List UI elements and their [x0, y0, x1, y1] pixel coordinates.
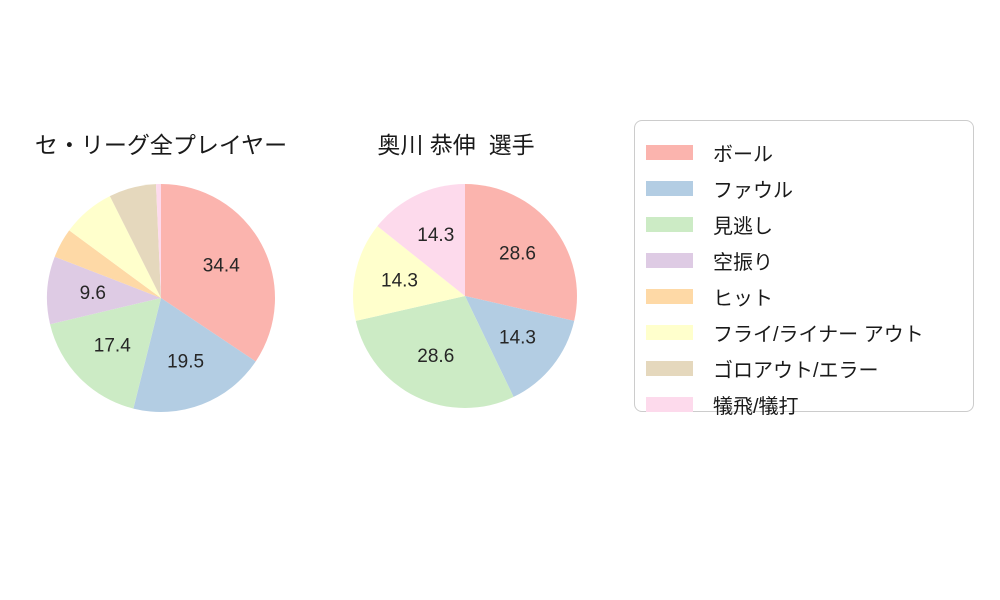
legend-item: フライ/ライナー アウト	[646, 314, 973, 350]
legend-swatch	[646, 324, 693, 340]
pie-value-label: 17.4	[94, 336, 131, 357]
legend-label: フライ/ライナー アウト	[713, 323, 924, 346]
pie-slice	[109, 184, 161, 298]
pie-title-player: 奥川 恭伸 選手	[377, 132, 535, 158]
legend-swatch	[646, 396, 693, 412]
pie-slice	[133, 298, 256, 412]
legend-item: ボール	[646, 134, 973, 170]
pie-value-label: 28.6	[417, 346, 454, 367]
legend-item: ファウル	[646, 170, 973, 206]
legend-swatch	[646, 216, 693, 232]
league-pie-chart: 34.4 19.5 17.4 9.6	[47, 184, 275, 412]
pie-slice	[353, 226, 465, 321]
legend-swatch	[646, 252, 693, 268]
pie-slice	[69, 196, 161, 298]
legend-swatch	[646, 360, 693, 376]
legend-swatch	[646, 180, 693, 196]
pie-slice	[47, 256, 162, 325]
pie-value-label: 14.3	[381, 271, 418, 292]
legend-item: ヒット	[646, 278, 973, 314]
legend-label: 見逃し	[713, 215, 773, 238]
pie-value-label: 19.5	[167, 351, 204, 372]
legend-swatch	[646, 288, 693, 304]
legend-item: ゴロアウト/エラー	[646, 350, 973, 386]
pie-value-label: 14.3	[417, 225, 454, 246]
pie-value-label: 28.6	[499, 244, 536, 265]
pie-slice	[50, 298, 161, 409]
legend-label: ボール	[713, 143, 773, 166]
pie-value-label: 9.6	[80, 283, 106, 304]
pie-slice	[54, 230, 161, 298]
legend-item: 空振り	[646, 242, 973, 278]
legend-label: ファウル	[713, 179, 793, 202]
pie-slice	[155, 184, 161, 298]
pie-slice	[355, 296, 514, 408]
legend-box: ボールファウル見逃し空振りヒットフライ/ライナー アウト ゴロアウト/エラー 犠飛/…	[634, 120, 974, 418]
pie-value-label: 14.3	[499, 327, 536, 348]
pie-title-league: セ・リーグ全プレイヤー	[34, 132, 288, 158]
pie-slice	[161, 184, 275, 362]
pie-value-label: 34.4	[203, 255, 240, 276]
legend-label: 空振り	[713, 251, 773, 274]
legend-label: 犠飛/犠打	[713, 395, 799, 418]
legend-label: ヒット	[713, 287, 773, 310]
player-pie-chart: 28.6 14.3 28.6 14.3 14.3	[353, 184, 577, 408]
legend-label: ゴロアウト/エラー	[713, 359, 879, 382]
pie-slice	[377, 184, 465, 296]
legend-swatch	[646, 144, 693, 160]
legend-item: 犠飛/犠打	[646, 386, 973, 422]
pie-slice	[465, 296, 575, 397]
legend-item: 見逃し	[646, 206, 973, 242]
pie-slice	[465, 184, 577, 321]
